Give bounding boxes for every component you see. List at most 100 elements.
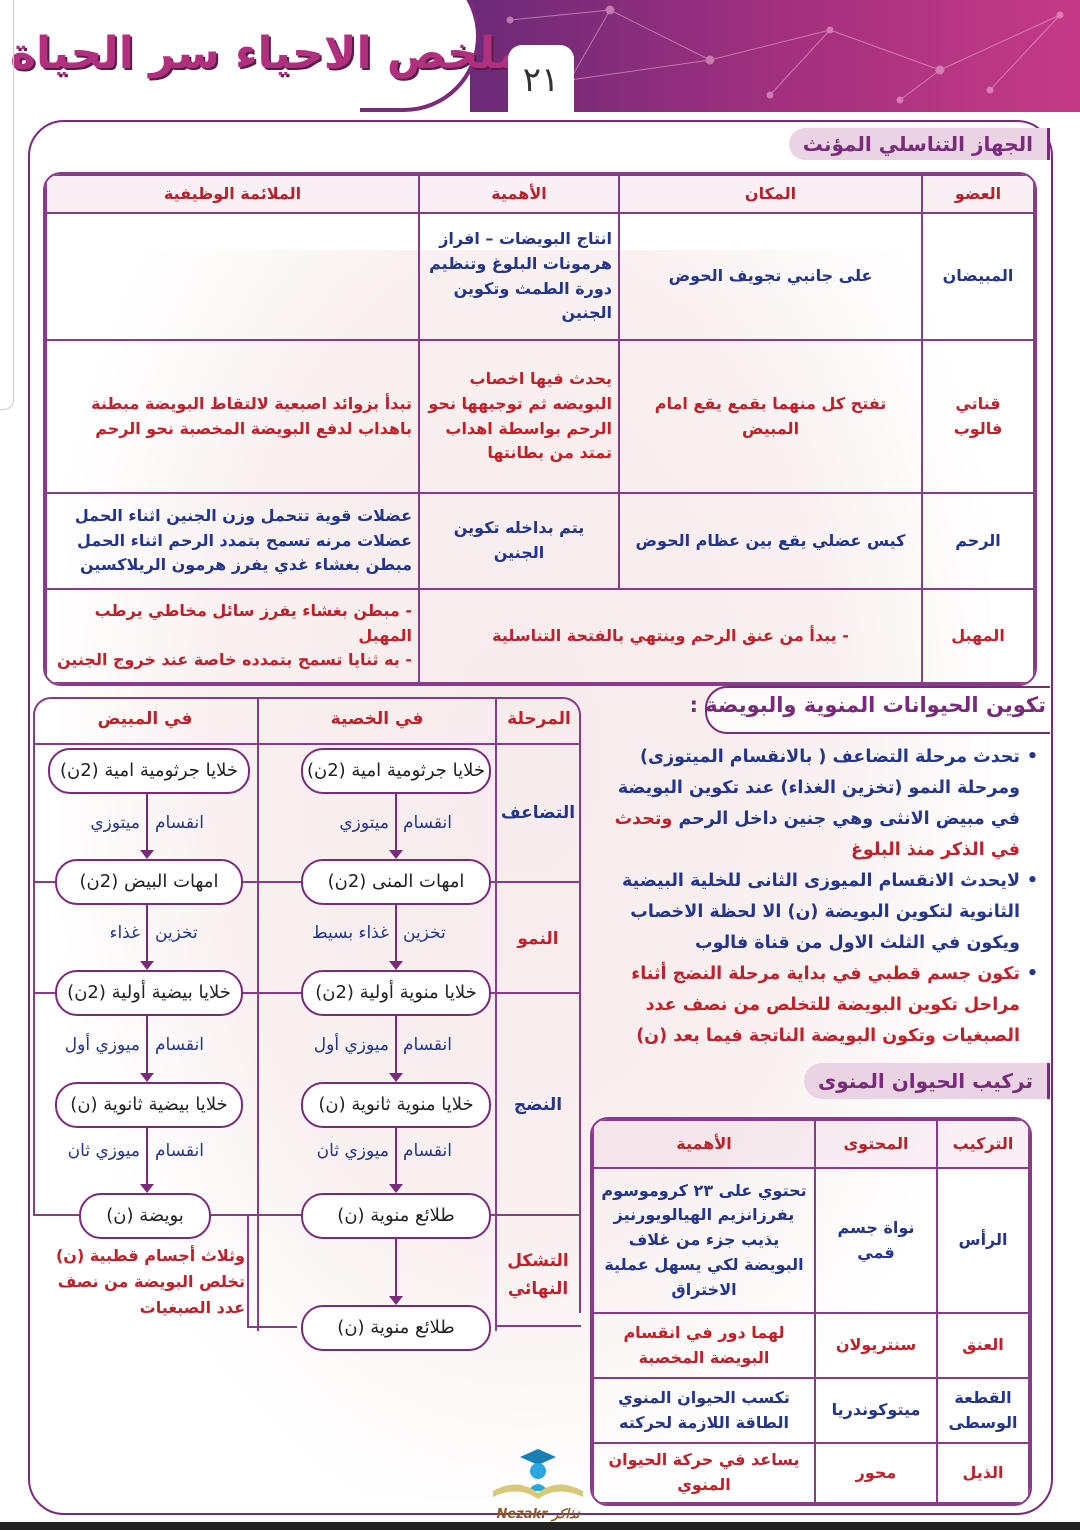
gametogenesis-notes: تحدث مرحلة التضاعف ( بالانقسام الميتوزى)… [598, 742, 1038, 1052]
bullet-item: تكون جسم قطبي في بداية مرحلة النضج أثناء… [598, 959, 1038, 1052]
divider [257, 697, 259, 1331]
arrow-down-icon [389, 1239, 403, 1305]
stage-multiplication: التضاعف [500, 803, 576, 823]
bottom-bar [0, 1522, 1080, 1530]
organ-cell: المبيضان [921, 212, 1035, 341]
importance-cell: تحتوي على ٢٣ كروموسوم يفرزانزيم الهيالوي… [592, 1167, 816, 1314]
female-system-table: العضو المكان الأهمية الملائمة الوظيفية ا… [43, 172, 1037, 686]
arrow-down-icon [140, 1128, 154, 1193]
arrow-label: تخزين [403, 923, 446, 943]
arrow-label: تخزين [155, 923, 198, 943]
col-importance: الأهمية [592, 1119, 816, 1169]
bullet-item: تحدث مرحلة التضاعف ( بالانقسام الميتوزى)… [598, 742, 1038, 866]
content-cell: محور [814, 1442, 938, 1504]
divider [579, 713, 581, 1313]
testis-box: طلائع منوية (ن) [301, 1305, 491, 1351]
bullet-text: تحدث مرحلة التضاعف ( بالانقسام الميتوزى)… [617, 747, 1020, 829]
arrow-down-icon [140, 794, 154, 859]
page-edge [0, 0, 14, 410]
testis-box: امهات المنى (2ن) [301, 859, 491, 905]
table-row: القطعة الوسطى ميتوكوندريا تكسب الحيوان ا… [592, 1377, 1030, 1444]
divider [247, 1326, 297, 1328]
organ-cell: قناتي فالوب [921, 339, 1035, 494]
ovary-box: بويضة (ن) [79, 1193, 211, 1239]
arrow-label: غذاء [109, 923, 140, 943]
arrow-label: انقسام [155, 1141, 204, 1161]
location-cell: - يبدأ من عنق الرحم وينتهي بالفتحة التنا… [418, 588, 923, 684]
col-part: التركيب [936, 1119, 1030, 1169]
table-header-row: التركيب المحتوى الأهمية [592, 1119, 1030, 1169]
table-row: المهبل - يبدأ من عنق الرحم وينتهي بالفتح… [45, 588, 1035, 684]
divider [33, 743, 581, 745]
content-cell: نواة جسم قمي [814, 1167, 938, 1314]
importance-cell: يتم بداخله تكوين الجنين [418, 492, 620, 590]
arrow-label: ميوزي أول [64, 1035, 140, 1055]
bullet-item: لايحدث الانقسام الميوزى الثانى للخلية ال… [598, 866, 1038, 959]
table-header-row: العضو المكان الأهمية الملائمة الوظيفية [45, 174, 1035, 214]
table-row: المبيضان على جانبي تجويف الحوض انتاج الب… [45, 212, 1035, 341]
col-content: المحتوى [814, 1119, 938, 1169]
location-cell: تفتح كل منهما بقمع يقع امام المبيض [618, 339, 923, 494]
adaptation-line: - به ثنايا تسمح بتمدده خاصة عند خروج الج… [56, 650, 412, 670]
divider [495, 697, 497, 1331]
divider [247, 1214, 249, 1328]
arrow-down-icon [140, 905, 154, 970]
arrow-label: غذاء بسيط [311, 923, 389, 943]
table-row: الذيل محور يساعد في حركة الحيوان المنوي [592, 1442, 1030, 1504]
arrow-label: ميتوزي [90, 813, 140, 833]
arrow-label: انقسام [155, 813, 204, 833]
table-row: الرأس نواة جسم قمي تحتوي على ٢٣ كروموسوم… [592, 1167, 1030, 1314]
part-cell: العنق [936, 1312, 1030, 1379]
importance-cell: يساعد في حركة الحيوان المنوي [592, 1442, 816, 1504]
stage-maturation: النضج [513, 1095, 563, 1115]
bullet-text-highlight: تكون جسم قطبي في بداية مرحلة النضج أثناء… [631, 964, 1020, 1046]
testis-box: خلايا منوية أولية (2ن) [301, 970, 491, 1016]
adaptation-cell [45, 212, 420, 341]
section-title-female-system: الجهاز التناسلي المؤنث [788, 128, 1050, 160]
arrow-down-icon [389, 794, 403, 859]
network-pattern-icon [506, 5, 1064, 104]
arrow-down-icon [389, 1016, 403, 1082]
testis-box: طلائع منوية (ن) [301, 1193, 491, 1239]
col-organ: العضو [921, 174, 1035, 214]
ovary-box: خلايا بيضية أولية (2ن) [55, 970, 243, 1016]
content-cell: ميتوكوندريا [814, 1377, 938, 1444]
table-row: قناتي فالوب تفتح كل منهما بقمع يقع امام … [45, 339, 1035, 494]
arrow-down-icon [389, 905, 403, 970]
importance-cell: انتاج البويضات – افراز هرمونات البلوغ وت… [418, 212, 620, 341]
ovary-box: امهات البيض (2ن) [55, 859, 243, 905]
arrow-label: انقسام [403, 1141, 452, 1161]
header-testis: في الخصية [330, 709, 424, 729]
bullet-text-highlight: وتحدث في الذكر منذ البلوغ [614, 809, 1020, 860]
organ-cell: المهبل [921, 588, 1035, 684]
location-cell: على جانبي تجويف الحوض [618, 212, 923, 341]
adaptation-cell: عضلات قوية تتحمل وزن الجنين اثناء الحمل … [45, 492, 420, 590]
col-adaptation: الملائمة الوظيفية [45, 174, 420, 214]
importance-cell: لهما دور في انقسام البويضة المخصبة [592, 1312, 816, 1379]
arrow-label: انقسام [155, 1035, 204, 1055]
header-stage: المرحلة [507, 709, 571, 729]
testis-box: خلايا منوية ثانوية (ن) [301, 1082, 491, 1128]
divider [495, 1325, 581, 1327]
adaptation-cell: تبدأ بزوائد اصبعية لالتقاط البويضة مبطنة… [45, 339, 420, 494]
page-title: ملخص الاحياء سر الحياة [10, 28, 525, 79]
arrow-down-icon [140, 1016, 154, 1082]
ovary-box: خلايا بيضية ثانوية (ن) [55, 1082, 243, 1128]
divider [33, 713, 35, 1215]
arrow-down-icon [389, 1128, 403, 1193]
content-frame [28, 120, 1053, 1515]
col-location: المكان [618, 174, 923, 214]
header-ovary: في المبيض [97, 709, 193, 729]
section-title-gametogenesis: تكوين الحيوانات المنوية والبويضة : [689, 693, 1046, 717]
arrow-label: انقسام [403, 813, 452, 833]
organ-cell: الرحم [921, 492, 1035, 590]
table-row: الرحم كيس عضلي يقع بين عظام الحوض يتم بد… [45, 492, 1035, 590]
content-cell: سنتريولان [814, 1312, 938, 1379]
gametogenesis-flow: المرحلة في الخصية في المبيض التضاعف النم… [33, 697, 581, 1351]
arrow-label: ميوزي ثان [316, 1141, 389, 1161]
arrow-label: ميوزي ثان [67, 1141, 140, 1161]
ovum-note: وثلاث أجسام قطبية (ن) تخلص البويضة من نص… [55, 1246, 245, 1317]
arrow-label: ميتوزي [339, 813, 389, 833]
nezakr-logo: Nezakr نذاكر [488, 1447, 588, 1522]
location-cell: كيس عضلي يقع بين عظام الحوض [618, 492, 923, 590]
